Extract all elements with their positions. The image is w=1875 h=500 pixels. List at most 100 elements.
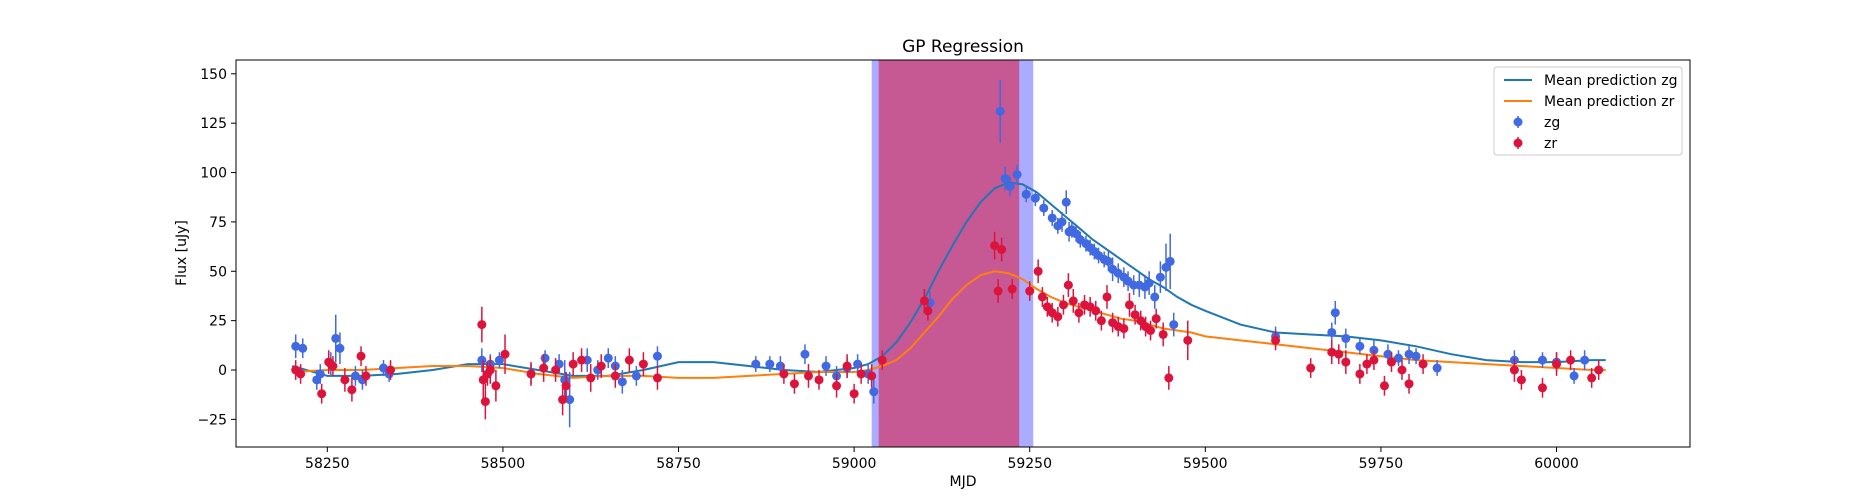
zg-point (603, 353, 613, 363)
zg-point (1580, 355, 1590, 365)
zr-point (1033, 266, 1043, 276)
zr-point (477, 320, 487, 330)
zg-point (751, 359, 761, 369)
x-tick-label: 59500 (1183, 456, 1228, 472)
zr-point (500, 349, 510, 359)
zr-point (1183, 335, 1193, 345)
legend-label-zg: zg (1544, 115, 1560, 131)
x-tick-label: 58250 (305, 456, 350, 472)
zr-point (779, 369, 789, 379)
zr-point (849, 389, 859, 399)
legend-swatch-zg-marker (1513, 117, 1523, 127)
plot-frame (235, 59, 1691, 448)
zr-point (551, 365, 561, 375)
zr-point (842, 361, 852, 371)
zg-point (1169, 320, 1179, 330)
zg-point (1537, 355, 1547, 365)
zg-point (1000, 173, 1010, 183)
legend: Mean prediction zg Mean prediction zr zg… (1493, 66, 1683, 156)
zg-point (1383, 349, 1393, 359)
zr-point (386, 365, 396, 375)
x-tick-label: 59000 (832, 456, 877, 472)
zg-point (1012, 170, 1022, 180)
zr-point (568, 359, 578, 369)
zr-point (1096, 316, 1106, 326)
x-tick-label: 58500 (481, 456, 526, 472)
zg-point (1355, 341, 1365, 351)
y-tick-label: 125 (200, 116, 227, 132)
legend-label-zr-mean: Mean prediction zr (1544, 94, 1675, 110)
zr-point (1058, 300, 1068, 310)
zr-point (1124, 300, 1134, 310)
zr-point (480, 397, 490, 407)
zr-point (1404, 379, 1414, 389)
zg-point (291, 341, 301, 351)
zr-point (361, 371, 371, 381)
zr-point (1042, 302, 1052, 312)
zr-point (1151, 314, 1161, 324)
zr-point (877, 355, 887, 365)
zr-point (993, 286, 1003, 296)
zr-point (923, 306, 933, 316)
zr-point (1341, 357, 1351, 367)
zg-point (869, 387, 879, 397)
zr-point (1158, 329, 1168, 339)
zg-point (1569, 371, 1579, 381)
legend-swatch-zr-marker (1513, 138, 1523, 148)
zg-point (1039, 203, 1049, 213)
zg-point (350, 371, 360, 381)
zr-point (652, 373, 662, 383)
zg-point (1411, 351, 1421, 361)
zr-point (856, 369, 866, 379)
zg-point (765, 359, 775, 369)
prediction-lines (291, 181, 1606, 379)
y-tick-label: 150 (200, 67, 227, 83)
x-tick-label: 59750 (1359, 456, 1404, 472)
series-points-zg (291, 79, 1590, 428)
zg-point (298, 343, 308, 353)
y-tick-label: 25 (209, 314, 227, 330)
zr-point (356, 351, 366, 361)
zg-point (853, 359, 863, 369)
zr-point (1025, 286, 1035, 296)
data-points (291, 79, 1604, 428)
zr-point (1386, 357, 1396, 367)
zr-point (1074, 308, 1084, 318)
zg-point (1150, 292, 1160, 302)
x-axis-ticks: 58250 58500 58750 59000 59250 59500 59750 60000 (305, 447, 1579, 472)
zr-point (1362, 359, 1372, 369)
zr-point (1379, 381, 1389, 391)
zr-point (539, 363, 549, 373)
zg-point (1165, 256, 1175, 266)
zr-point (1594, 365, 1604, 375)
zr-point (1119, 324, 1129, 334)
zg-point (494, 355, 504, 365)
zg-point (477, 355, 487, 365)
zg-point (1061, 197, 1071, 207)
zg-point (1341, 333, 1351, 343)
legend-box (1493, 66, 1683, 156)
zr-point (340, 375, 350, 385)
zg-point (821, 361, 831, 371)
zg-point (800, 349, 810, 359)
zr-point (789, 379, 799, 389)
zg-point (540, 353, 550, 363)
zg-point (1005, 181, 1015, 191)
zg-point (1330, 308, 1340, 318)
legend-label-zr: zr (1544, 136, 1557, 152)
zr-point (814, 375, 824, 385)
zg-point (631, 371, 641, 381)
zg-point (1103, 256, 1113, 266)
zg-point (1393, 353, 1403, 363)
zr-point (1327, 347, 1337, 357)
zr-point (832, 381, 842, 391)
zg-point (1057, 217, 1067, 227)
zg-point (335, 343, 345, 353)
y-tick-label: 75 (209, 215, 227, 231)
zg-point (652, 351, 662, 361)
zr-point (1063, 280, 1073, 290)
zr-point (347, 385, 357, 395)
zr-point (328, 361, 338, 371)
zr-point (577, 355, 587, 365)
